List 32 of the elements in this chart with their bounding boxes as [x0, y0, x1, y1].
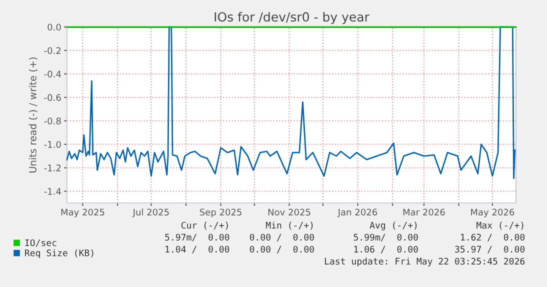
text: 1.04 / 0.00 — [166, 246, 230, 254]
x-tick-label: Sep 2025 — [200, 208, 242, 218]
x-tick-label: May 2026 — [471, 208, 514, 218]
y-axis-title: Units read (-) / write (+) — [28, 57, 38, 173]
x-tick-label: Mar 2026 — [403, 208, 445, 216]
text: 0.00 / 0.00 — [250, 246, 314, 254]
text: 5.97m/ 0.00 — [165, 234, 230, 242]
text: Last update: Fri May 22 03:25:45 2026 — [324, 258, 525, 266]
y-tick-label: -0.2 — [44, 47, 61, 54]
y-tick-label: -1.4 — [44, 188, 61, 195]
legend-label: Req Size (KB) — [25, 249, 94, 258]
y-tick-label: -0.8 — [44, 118, 61, 124]
text: Cur (-/+) — [181, 222, 228, 230]
y-tick-label: -0.6 — [44, 94, 61, 101]
y-tick-label: -1.0 — [44, 141, 61, 148]
x-tick-label: Nov 2025 — [268, 208, 310, 216]
x-tick-label: Jan 2026 — [337, 208, 378, 218]
text: 1.06 / 0.00 — [354, 246, 418, 254]
text: 35.97 / 0.00 — [455, 246, 525, 254]
text: Max (-/+) — [476, 222, 524, 230]
text: 1.62 / 0.00 — [460, 234, 525, 242]
y-tick-label: -1.2 — [44, 164, 61, 172]
text: 0.00 / 0.00 — [250, 234, 314, 242]
text: Min (-/+) — [266, 222, 313, 230]
legend-label: IO/sec — [25, 239, 56, 247]
text: Avg (-/+) — [370, 222, 417, 230]
x-tick-label: May 2025 — [61, 208, 104, 218]
y-tick-label: -0.4 — [44, 70, 61, 78]
chart-title: IOs for /dev/sr0 - by year — [214, 12, 370, 24]
text: 5.99m/ 0.00 — [354, 234, 418, 242]
y-tick-label: 0.0 — [48, 24, 61, 31]
x-tick-label: Jul 2025 — [132, 208, 169, 218]
